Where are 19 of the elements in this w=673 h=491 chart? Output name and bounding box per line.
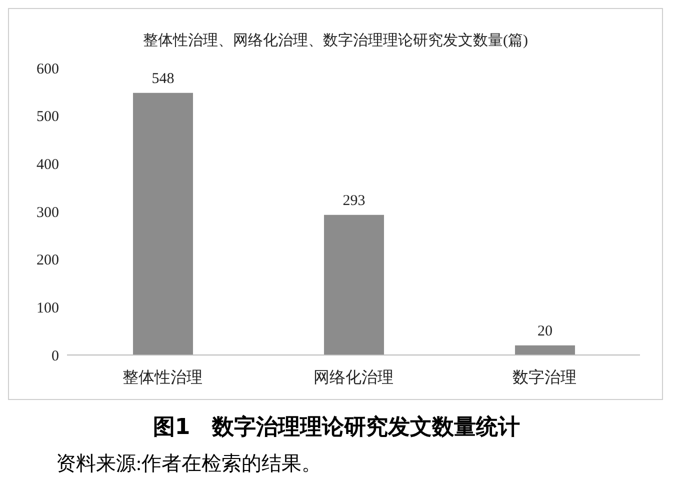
- y-tick-label: 600: [36, 61, 59, 78]
- bar: [515, 345, 575, 355]
- caption: 图1 数字治理理论研究发文数量统计: [152, 414, 522, 442]
- chart-title: 整体性治理、网络化治理、数字治理理论研究发文数量(篇): [142, 31, 529, 50]
- x-tick-label: 整体性治理: [122, 368, 202, 386]
- y-tick-label: 0: [52, 348, 59, 364]
- y-tick-label: 300: [36, 204, 59, 221]
- data-label: 548: [152, 70, 174, 87]
- data-label: 20: [538, 323, 552, 340]
- y-tick-label: 100: [36, 300, 59, 316]
- x-tick-label: 数字治理: [512, 368, 576, 386]
- text: 资料来源:作者在检索的结果。: [56, 452, 323, 477]
- data-label: 293: [342, 192, 366, 209]
- y-tick-label: 400: [36, 156, 59, 173]
- bar: [133, 92, 193, 355]
- y-tick-label: 200: [36, 252, 59, 269]
- bar: [324, 214, 384, 355]
- x-tick-label: 网络化治理: [314, 368, 394, 386]
- y-tick-label: 500: [36, 109, 59, 126]
